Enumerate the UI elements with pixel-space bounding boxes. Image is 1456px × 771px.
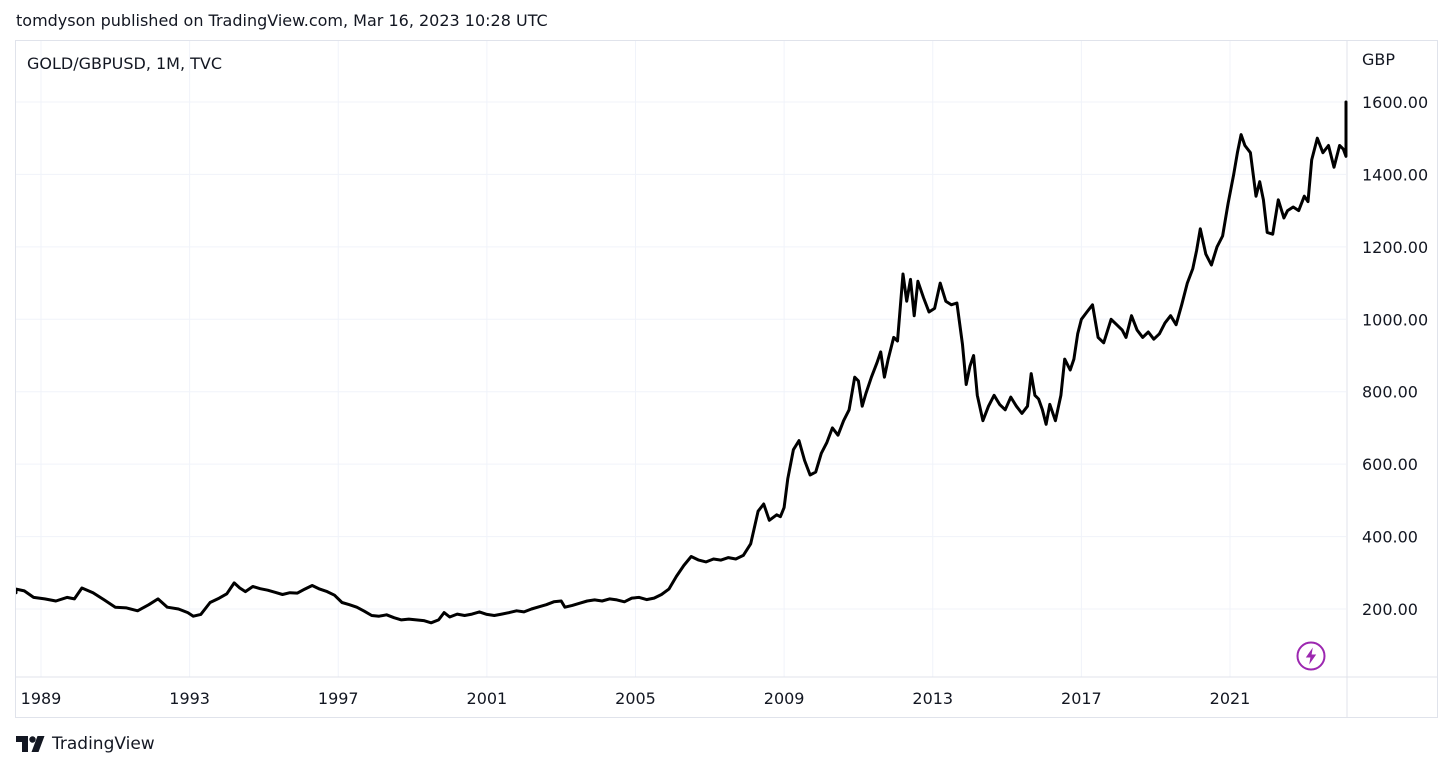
x-tick-label: 1997 bbox=[318, 689, 359, 708]
x-tick-label: 2017 bbox=[1061, 689, 1102, 708]
x-tick-label: 2021 bbox=[1210, 689, 1251, 708]
chart-frame[interactable]: 200.00 400.00 600.00 800.00 1000.00 1200.00 14… bbox=[15, 40, 1438, 718]
series-layer bbox=[16, 100, 1348, 625]
y-tick-label: 600.00 bbox=[1362, 455, 1418, 474]
price-series-line bbox=[16, 100, 1348, 625]
brand-footer[interactable]: TradingView bbox=[16, 734, 155, 754]
y-tick-label: 1200.00 bbox=[1362, 238, 1428, 257]
chart-svg[interactable]: 200.00 400.00 600.00 800.00 1000.00 1200.00 14… bbox=[16, 41, 1437, 717]
grid-layer bbox=[16, 41, 1346, 677]
x-tick-label: 2001 bbox=[467, 689, 508, 708]
x-tick-label: 1993 bbox=[169, 689, 210, 708]
tradingview-logo-icon bbox=[16, 736, 45, 752]
x-tick-label: 1989 bbox=[21, 689, 62, 708]
y-tick-label: 1400.00 bbox=[1362, 165, 1428, 184]
brand-name: TradingView bbox=[52, 734, 155, 754]
x-tick-label: 2009 bbox=[764, 689, 805, 708]
y-tick-label: 1600.00 bbox=[1362, 93, 1428, 112]
lightning-icon[interactable] bbox=[1296, 641, 1326, 671]
axis-layer: 200.00 400.00 600.00 800.00 1000.00 1200.00 14… bbox=[16, 41, 1437, 717]
symbol-label[interactable]: GOLD/GBPUSD, 1M, TVC bbox=[27, 54, 223, 73]
y-tick-label: 1000.00 bbox=[1362, 310, 1428, 329]
y-axis-label: GBP bbox=[1362, 50, 1395, 69]
y-tick-label: 200.00 bbox=[1362, 600, 1418, 619]
y-tick-label: 800.00 bbox=[1362, 383, 1418, 402]
y-tick-label: 400.00 bbox=[1362, 528, 1418, 547]
publish-info: tomdyson published on TradingView.com, M… bbox=[16, 11, 548, 30]
x-tick-label: 2005 bbox=[615, 689, 656, 708]
x-tick-label: 2013 bbox=[912, 689, 953, 708]
